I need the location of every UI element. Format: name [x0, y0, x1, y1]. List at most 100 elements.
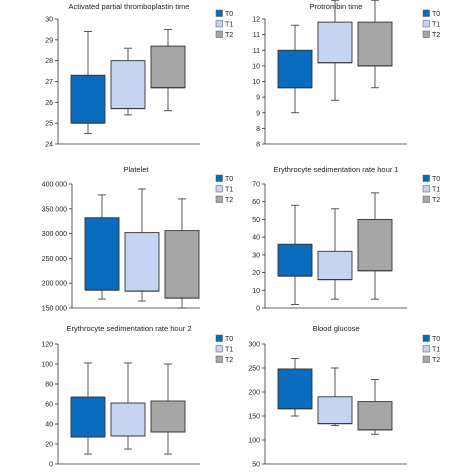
chart-title: Erythrocyte sedimentation rate hour 1 — [273, 165, 398, 174]
box-t1 — [317, 21, 353, 64]
legend-swatch-t0 — [422, 334, 430, 342]
y-tick-label: 10 — [252, 63, 260, 70]
y-tick-label: 10 — [252, 79, 260, 86]
y-tick-label: 50 — [252, 462, 260, 469]
legend-swatch-t2 — [215, 195, 223, 203]
y-tick-label: 150 000 — [42, 306, 67, 313]
y-tick-label: 30 — [252, 252, 260, 259]
y-tick-label: 400 000 — [42, 182, 67, 189]
y-tick-label: 200 000 — [42, 281, 67, 288]
y-tick-label: 26 — [45, 100, 53, 107]
y-tick-label: 28 — [45, 58, 53, 65]
y-tick-label: 70 — [252, 182, 260, 189]
box-t0 — [70, 396, 106, 438]
y-tick-label: 300 — [248, 342, 260, 349]
legend-label-t0: T0 — [225, 176, 233, 183]
box-t1 — [110, 60, 146, 110]
y-tick-label: 8 — [256, 142, 260, 149]
y-tick-label: 120 — [41, 342, 53, 349]
legend-label-t2: T2 — [432, 357, 440, 364]
y-tick-label: 50 — [252, 217, 260, 224]
box-t2 — [164, 230, 200, 299]
legend-swatch-t2 — [422, 195, 430, 203]
legend-swatch-t1 — [422, 20, 430, 28]
legend-swatch-t0 — [215, 174, 223, 182]
legend-swatch-t1 — [422, 185, 430, 193]
legend-swatch-t0 — [422, 9, 430, 17]
y-tick-label: 10 — [252, 288, 260, 295]
legend-label-t0: T0 — [225, 336, 233, 343]
box-t1 — [124, 232, 160, 292]
box-t2 — [150, 45, 186, 89]
legend-swatch-t0 — [215, 334, 223, 342]
y-tick-label: 9 — [256, 95, 260, 102]
chart-panel-4: Erythrocyte sedimentation rate hour 1 0 10… — [252, 165, 440, 313]
chart-title: Platelet — [123, 165, 149, 174]
y-tick-label: 100 — [41, 362, 53, 369]
y-tick-label: 12 — [252, 17, 260, 24]
y-tick-label: 27 — [45, 79, 53, 86]
y-tick-label: 0 — [256, 306, 260, 313]
y-tick-label: 300 000 — [42, 231, 67, 238]
y-tick-label: 60 — [45, 402, 53, 409]
legend-swatch-t0 — [215, 9, 223, 17]
chart-panel-2: Protrombin time 8 8 9 9 10 10 11 11 12 T0 T1 T2 — [252, 0, 440, 149]
y-tick-label: 350 000 — [42, 206, 67, 213]
box-t2 — [150, 400, 186, 433]
legend-label-t2: T2 — [432, 32, 440, 39]
legend-swatch-t1 — [422, 345, 430, 353]
chart-panel-3: Platelet 150 000 200 000 250 000 300 000 350 … — [42, 165, 234, 313]
y-tick-label: 30 — [45, 17, 53, 24]
y-tick-label: 8 — [256, 126, 260, 133]
legend-label-t1: T1 — [432, 187, 440, 194]
y-tick-label: 40 — [252, 235, 260, 242]
legend-label-t2: T2 — [432, 197, 440, 204]
chart-title: Erythrocyte sedimentation rate hour 2 — [66, 324, 191, 333]
y-tick-label: 20 — [252, 270, 260, 277]
y-tick-label: 9 — [256, 110, 260, 117]
legend-label-t0: T0 — [225, 11, 233, 18]
legend-label-t1: T1 — [225, 187, 233, 194]
y-tick-label: 0 — [49, 462, 53, 469]
chart-title: Protrombin time — [310, 2, 363, 11]
legend-label-t1: T1 — [225, 22, 233, 29]
box-t2 — [357, 21, 393, 67]
y-tick-label: 40 — [45, 422, 53, 429]
chart-panel-6: Blood glucose 50 100 150 200 250 300 T0 T1 T2 — [248, 324, 440, 469]
chart-panel-5: Erythrocyte sedimentation rate hour 2 0 20… — [41, 324, 233, 469]
y-tick-label: 25 — [45, 121, 53, 128]
y-tick-label: 250 — [248, 366, 260, 373]
box-t0 — [277, 49, 313, 89]
box-t1 — [317, 396, 353, 425]
y-tick-label: 150 — [248, 414, 260, 421]
box-t0 — [84, 217, 120, 291]
y-tick-label: 100 — [248, 438, 260, 445]
y-tick-label: 24 — [45, 142, 53, 149]
y-tick-label: 60 — [252, 199, 260, 206]
box-t0 — [277, 368, 313, 410]
box-t1 — [110, 402, 146, 437]
legend-label-t2: T2 — [225, 32, 233, 39]
legend-swatch-t2 — [215, 355, 223, 363]
legend-label-t1: T1 — [432, 347, 440, 354]
chart-title: Activated partial thromboplastin time — [69, 2, 190, 11]
legend-label-t1: T1 — [432, 22, 440, 29]
legend-label-t2: T2 — [225, 357, 233, 364]
y-tick-label: 11 — [253, 32, 260, 39]
legend-swatch-t1 — [215, 20, 223, 28]
legend-swatch-t1 — [215, 185, 223, 193]
legend-label-t1: T1 — [225, 347, 233, 354]
legend-swatch-t2 — [422, 30, 430, 38]
legend-label-t0: T0 — [432, 336, 440, 343]
box-t0 — [70, 74, 106, 124]
legend-label-t0: T0 — [432, 11, 440, 18]
box-t0 — [277, 243, 313, 277]
box-t2 — [357, 218, 393, 272]
legend-swatch-t2 — [215, 30, 223, 38]
legend-swatch-t2 — [422, 355, 430, 363]
chart-panel-1: Activated partial thromboplastin time 24 2… — [45, 2, 233, 149]
box-t1 — [317, 250, 353, 281]
y-tick-label: 250 000 — [42, 256, 67, 263]
box-t2 — [357, 401, 393, 431]
